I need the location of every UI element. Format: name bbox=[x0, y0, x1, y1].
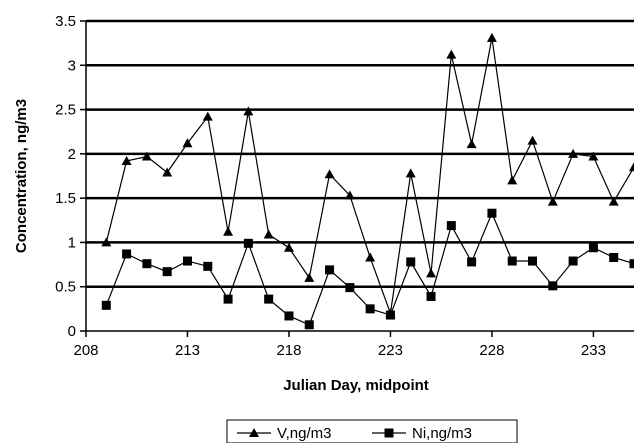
triangle-point bbox=[182, 138, 193, 148]
triangle-point bbox=[608, 196, 619, 206]
x-axis-label: Julian Day, midpoint bbox=[283, 377, 429, 394]
legend-marker bbox=[249, 428, 259, 437]
triangle-point bbox=[162, 167, 173, 177]
triangle-point bbox=[365, 252, 376, 262]
y-tick-label: 3 bbox=[68, 57, 76, 74]
y-axis-ticks: 0 0.5 1 1.5 2 2.5 3 3.5 bbox=[55, 13, 86, 340]
square-point bbox=[223, 294, 233, 304]
triangle-point bbox=[344, 190, 355, 200]
y-tick-label: 3.5 bbox=[55, 13, 76, 30]
legend: V,ng/m3 Ni,ng/m3 bbox=[226, 419, 518, 443]
square-point bbox=[142, 259, 152, 269]
square-point bbox=[264, 294, 274, 304]
square-point bbox=[548, 281, 558, 291]
triangle-point bbox=[466, 139, 477, 149]
square-point bbox=[122, 249, 132, 259]
x-tick-label: 218 bbox=[276, 342, 301, 359]
x-tick-label: 223 bbox=[378, 342, 403, 359]
legend-label: Ni,ng/m3 bbox=[412, 425, 472, 442]
x-tick-label: 228 bbox=[479, 342, 504, 359]
triangle-point bbox=[243, 106, 254, 116]
triangle-point bbox=[101, 237, 112, 247]
square-point bbox=[426, 291, 436, 301]
triangle-point bbox=[507, 175, 518, 185]
grid-lines bbox=[86, 19, 634, 288]
square-point bbox=[446, 221, 456, 231]
triangle-point bbox=[568, 148, 579, 158]
square-point bbox=[365, 304, 375, 314]
triangle-point bbox=[446, 49, 457, 59]
square-point bbox=[588, 243, 598, 253]
square-point bbox=[406, 257, 416, 267]
square-point bbox=[467, 257, 477, 267]
triangle-point bbox=[304, 272, 315, 282]
triangle-point bbox=[405, 168, 416, 178]
square-point bbox=[182, 256, 192, 266]
y-tick-label: 0 bbox=[68, 323, 76, 340]
square-point bbox=[568, 256, 578, 266]
triangle-point bbox=[263, 229, 274, 239]
legend-box bbox=[226, 419, 518, 443]
square-point bbox=[507, 256, 517, 266]
square-point bbox=[345, 283, 355, 293]
square-point bbox=[203, 261, 213, 271]
square-point bbox=[528, 256, 538, 266]
triangle-point bbox=[121, 155, 132, 165]
y-tick-label: 1 bbox=[68, 234, 76, 251]
x-tick-label: 208 bbox=[73, 342, 98, 359]
triangle-point bbox=[547, 196, 558, 206]
square-point bbox=[304, 320, 314, 330]
y-axis-label: Concentration, ng/m3 bbox=[13, 99, 30, 253]
triangle-point bbox=[324, 169, 335, 179]
square-point bbox=[243, 238, 253, 248]
legend-marker bbox=[384, 428, 394, 438]
series-group bbox=[101, 32, 634, 330]
series-1 bbox=[101, 208, 634, 330]
x-tick-label: 233 bbox=[581, 342, 606, 359]
legend-label: V,ng/m3 bbox=[277, 425, 332, 442]
square-point bbox=[325, 265, 335, 275]
triangle-point bbox=[141, 151, 152, 161]
y-tick-label: 2.5 bbox=[55, 102, 76, 119]
square-point bbox=[162, 267, 172, 277]
square-point bbox=[629, 259, 634, 269]
x-tick-label: 213 bbox=[175, 342, 200, 359]
triangle-point bbox=[486, 32, 497, 42]
triangle-point bbox=[223, 226, 234, 236]
series-line bbox=[105, 37, 634, 314]
y-tick-label: 0.5 bbox=[55, 279, 76, 296]
square-point bbox=[385, 310, 395, 320]
square-point bbox=[101, 300, 111, 310]
triangle-point bbox=[527, 135, 538, 145]
triangle-point bbox=[588, 151, 599, 161]
triangle-point bbox=[426, 268, 437, 278]
square-point bbox=[609, 252, 619, 262]
y-tick-label: 1.5 bbox=[55, 190, 76, 207]
triangle-point bbox=[629, 162, 634, 172]
y-tick-label: 2 bbox=[68, 146, 76, 163]
triangle-point bbox=[202, 111, 213, 121]
square-point bbox=[284, 311, 294, 321]
square-point bbox=[487, 208, 497, 218]
x-axis-ticks: 208 213 218 223 228 233 bbox=[73, 331, 606, 359]
series-0 bbox=[101, 32, 634, 318]
triangle-point bbox=[283, 242, 294, 252]
